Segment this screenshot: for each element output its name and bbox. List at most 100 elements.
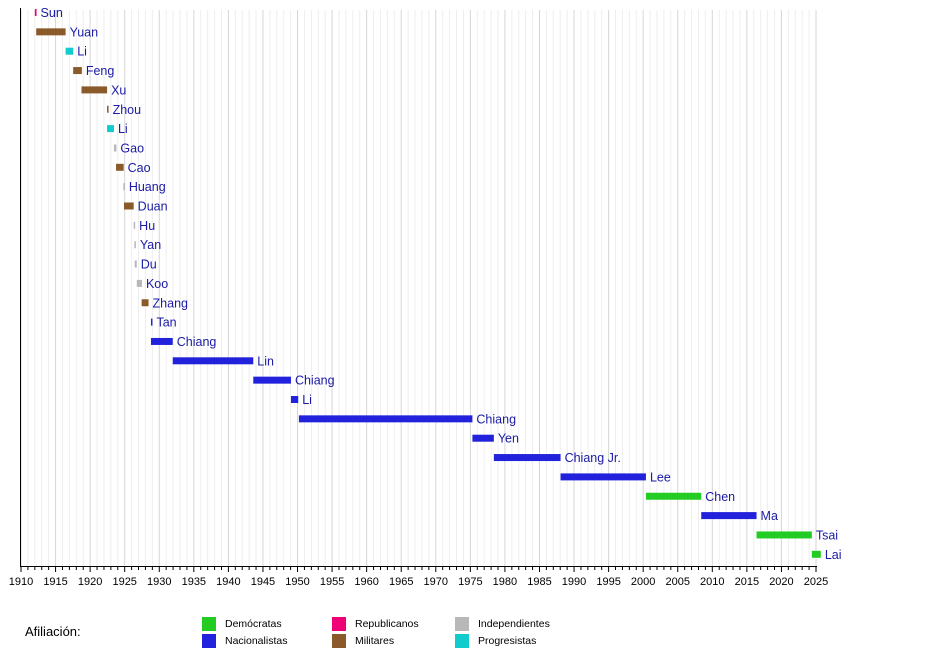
x-tick-label: 1935 <box>182 576 206 588</box>
x-tick-label: 1920 <box>78 576 102 588</box>
legend: Afiliación: Demócratas Republicanos Indepe… <box>0 612 950 650</box>
grid-lines <box>20 10 817 566</box>
bar-label: Hu <box>139 219 155 233</box>
x-tick-label: 1980 <box>493 576 517 588</box>
bar-label: Koo <box>146 277 168 291</box>
bar-li <box>290 396 299 403</box>
bar-du <box>134 260 137 268</box>
bar-label: Chiang <box>295 374 335 388</box>
bars <box>34 9 821 558</box>
bar-li <box>107 125 114 133</box>
x-tick-label: 1995 <box>596 576 620 588</box>
x-axis: 1910 1915 1920 1925 1930 1935 1940 1945 1950 1955… <box>9 8 828 588</box>
x-tick-label: 2015 <box>735 576 759 588</box>
x-tick-label: 1960 <box>354 576 378 588</box>
bar-huang <box>123 183 125 191</box>
legend-item-dem: Demócratas <box>202 617 282 631</box>
bar-label: Cao <box>128 161 151 175</box>
legend-swatch <box>202 617 216 631</box>
bar-lai <box>811 550 821 558</box>
legend-label: Republicanos <box>355 618 419 630</box>
bar-koo <box>136 279 142 287</box>
legend-item-pro: Progresistas <box>455 634 536 648</box>
bar-label: Zhou <box>113 103 142 117</box>
bar-zhang <box>141 299 149 307</box>
bar-ma <box>701 512 757 520</box>
legend-label: Militares <box>355 635 395 647</box>
x-tick-label: 2020 <box>769 576 793 588</box>
x-tick-label: 1975 <box>458 576 482 588</box>
x-tick-label: 1940 <box>216 576 240 588</box>
x-tick-label: 1950 <box>285 576 309 588</box>
legend-swatch <box>455 634 469 648</box>
bar-gao <box>113 144 117 152</box>
bar-label: Lin <box>257 354 274 368</box>
bar-label: Feng <box>86 64 115 78</box>
x-tick-label: 1945 <box>251 576 275 588</box>
bar-sun <box>34 9 37 16</box>
bar-yan <box>134 241 136 249</box>
bar-lin <box>172 357 254 365</box>
bar-label: Chiang Jr. <box>565 451 621 465</box>
legend-item-ind: Independientes <box>455 617 550 631</box>
bar-tsai <box>756 531 812 539</box>
legend-item-nac: Nacionalistas <box>202 634 287 648</box>
bar-label: Duan <box>138 200 168 214</box>
legend-swatch <box>455 617 469 631</box>
bar-yuan <box>36 28 66 36</box>
bar-label: Gao <box>120 141 144 155</box>
legend-title: Afiliación: <box>25 624 81 639</box>
x-tick-label: 1955 <box>320 576 344 588</box>
bar-label: Li <box>302 393 312 407</box>
bar-label: Tsai <box>816 528 838 542</box>
legend-item-rep: Republicanos <box>332 617 419 631</box>
bar-yen <box>472 434 494 442</box>
bar-lee <box>560 473 646 481</box>
bar-label: Chen <box>705 490 735 504</box>
x-tick-label: 1915 <box>43 576 67 588</box>
bar-labels: Sun Yuan Li Feng Xu Zhou Li Gao Cao Huang Duan Hu Ya… <box>41 6 842 562</box>
bar-label: Chiang <box>177 335 217 349</box>
timeline-chart: Sun Yuan Li Feng Xu Zhou Li Gao Cao Huang Duan Hu Ya… <box>9 6 842 588</box>
bar-xu <box>81 86 108 94</box>
bar-label: Li <box>77 45 87 59</box>
bar-chiang <box>253 376 291 384</box>
bar-feng <box>73 67 82 75</box>
x-tick-label: 1910 <box>9 576 33 588</box>
x-tick-label: 2025 <box>804 576 828 588</box>
bar-label: Xu <box>111 83 126 97</box>
legend-label: Progresistas <box>478 635 537 647</box>
bar-label: Li <box>118 122 128 136</box>
bar-chiang <box>298 415 473 423</box>
bar-label: Sun <box>41 6 63 20</box>
legend-label: Demócratas <box>225 618 282 630</box>
legend-label: Nacionalistas <box>225 635 288 647</box>
legend-label: Independientes <box>478 618 550 630</box>
bar-label: Chiang <box>476 412 516 426</box>
bar-chen <box>645 492 702 500</box>
bar-hu <box>133 221 136 229</box>
bar-label: Yan <box>140 238 161 252</box>
bar-label: Yuan <box>70 25 99 39</box>
x-tick-label: 1930 <box>147 576 171 588</box>
legend-swatch <box>332 634 346 648</box>
bar-label: Lee <box>650 470 671 484</box>
bar-label: Lai <box>825 548 842 562</box>
x-tick-label: 1990 <box>562 576 586 588</box>
x-tick-label: 1965 <box>389 576 413 588</box>
legend-swatch <box>202 634 216 648</box>
x-tick-label: 1925 <box>112 576 136 588</box>
bar-zhou <box>107 105 109 113</box>
bar-label: Huang <box>129 180 166 194</box>
bar-duan <box>124 202 134 210</box>
bar-cao <box>116 163 124 171</box>
legend-swatch <box>332 617 346 631</box>
bar-label: Ma <box>761 509 778 523</box>
legend-item-mil: Militares <box>332 634 394 648</box>
bar-label: Yen <box>498 432 519 446</box>
bar-label: Du <box>141 258 157 272</box>
bar-chiang-jr- <box>493 454 561 462</box>
bar-li <box>65 47 74 55</box>
x-tick-label: 1985 <box>527 576 551 588</box>
x-tick-label: 2000 <box>631 576 655 588</box>
